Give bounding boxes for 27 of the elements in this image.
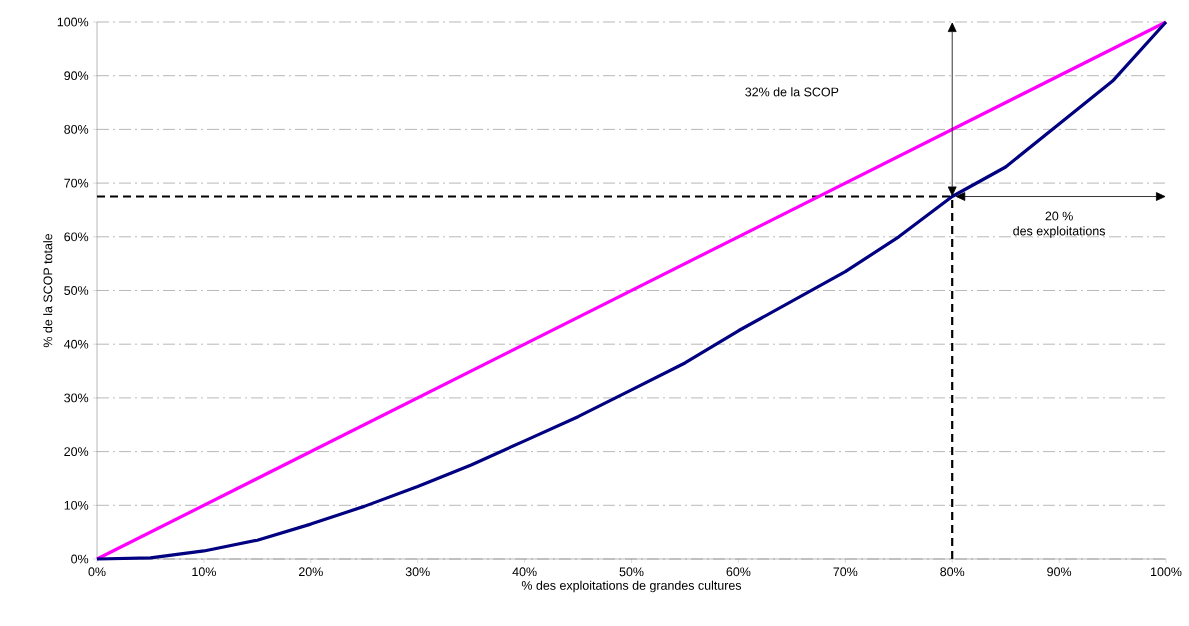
y-tick-label: 100%	[57, 17, 89, 27]
x-tick-label: 50%	[619, 567, 644, 577]
y-tick-label: 60%	[64, 232, 89, 242]
annotation: 20 %	[1045, 211, 1073, 221]
y-tick-label: 80%	[64, 124, 89, 134]
y-tick-label: 50%	[64, 286, 89, 295]
y-tick-label: 70%	[64, 178, 89, 188]
x-tick-label: 10%	[192, 567, 216, 577]
x-tick-label: 40%	[512, 567, 537, 577]
y-tick-label: 40%	[64, 339, 89, 349]
annotation: 32% de la SCOP	[745, 87, 839, 97]
y-tick-label: 20%	[64, 447, 89, 457]
x-tick-label: 0%	[88, 567, 106, 577]
x-tick-label: 100%	[1151, 567, 1182, 577]
x-tick-label: 70%	[833, 567, 858, 577]
annotation: des exploitations	[1013, 226, 1106, 238]
y-tick-label: 0%	[71, 554, 89, 564]
y-axis-title: % de la SCOP totale	[43, 233, 53, 348]
y-tick-label: 90%	[64, 71, 89, 81]
x-tick-label: 30%	[405, 567, 430, 577]
x-tick-label: 80%	[940, 567, 965, 577]
x-tick-label: 90%	[1047, 567, 1072, 577]
x-axis-title: % des exploitations de grandes cultures	[521, 580, 742, 593]
x-tick-label: 60%	[726, 567, 751, 577]
y-tick-label: 10%	[64, 500, 89, 510]
x-tick-label: 20%	[298, 567, 323, 577]
y-tick-label: 30%	[64, 393, 89, 403]
